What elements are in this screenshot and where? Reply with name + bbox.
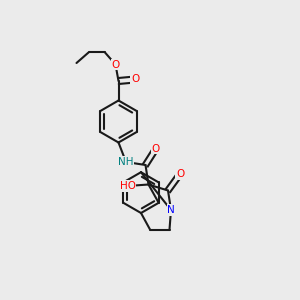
Text: O: O [176,169,184,179]
Text: O: O [131,74,139,85]
Text: O: O [111,59,120,70]
Text: HO: HO [119,181,136,191]
Text: N: N [167,205,175,215]
Text: NH: NH [118,157,134,167]
Text: O: O [152,143,160,154]
